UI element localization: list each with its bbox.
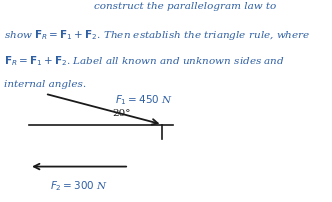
Text: $F_1 = 450$ N: $F_1 = 450$ N [115,93,173,106]
Text: $\mathbf{F}_R = \mathbf{F}_1 + \mathbf{F}_2$. Label all known and unknown sides : $\mathbf{F}_R = \mathbf{F}_1 + \mathbf{F… [4,54,285,68]
Text: construct the parallelogram law to: construct the parallelogram law to [94,2,276,11]
Text: $F_2 = 300$ N: $F_2 = 300$ N [50,179,108,193]
Text: show $\mathbf{F}_R = \mathbf{F}_1 + \mathbf{F}_2$. Then establish the triangle r: show $\mathbf{F}_R = \mathbf{F}_1 + \mat… [4,28,310,42]
Text: internal angles.: internal angles. [4,80,86,89]
Text: 20°: 20° [113,108,131,117]
